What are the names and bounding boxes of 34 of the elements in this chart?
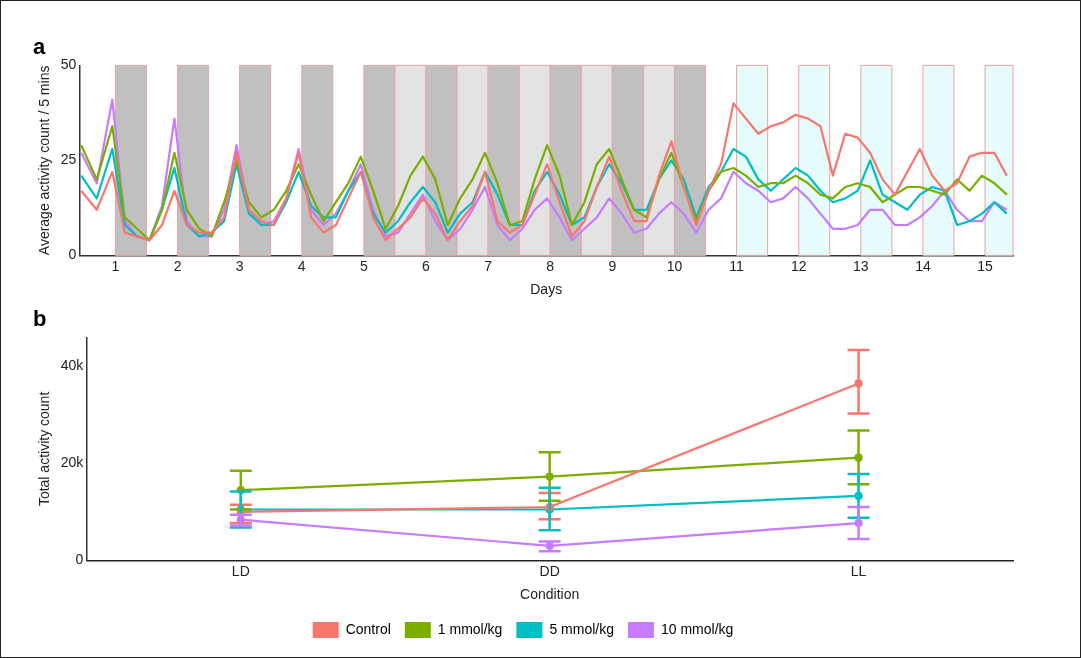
y-tick-label: 50 <box>60 56 77 73</box>
chart-title: b <box>33 306 47 332</box>
y-tick-label: 25 <box>60 151 77 168</box>
x-tick-label: 4 <box>297 257 306 274</box>
y-tick-label: 20k <box>60 454 85 471</box>
x-tick-label: DD <box>539 562 560 579</box>
legend-label: Control <box>345 620 391 637</box>
chart-title: a <box>33 34 46 60</box>
x-tick-label: 12 <box>790 257 807 274</box>
x-tick-label: 2 <box>173 257 182 274</box>
x-tick-label: 7 <box>484 257 493 274</box>
x-tick-label: LD <box>231 562 250 579</box>
x-tick-label: 14 <box>915 257 931 274</box>
legend-label: 5 mmol/kg <box>549 620 614 637</box>
x-tick-label: 8 <box>546 257 555 274</box>
x-tick-label: 1 <box>111 257 120 274</box>
y-axis-title: Total activity count <box>36 391 53 507</box>
x-tick-label: 11 <box>729 257 745 274</box>
y-tick-label: 40k <box>60 357 85 374</box>
x-tick-label: 15 <box>977 257 994 274</box>
y-axis-title: Average activity count / 5 mins <box>36 65 53 256</box>
y-tick-label: 0 <box>68 246 77 263</box>
x-tick-label: 13 <box>853 257 869 274</box>
x-tick-label: 5 <box>359 257 368 274</box>
legend-label: 1 mmol/kg <box>437 620 503 637</box>
x-tick-label: LL <box>850 562 867 579</box>
x-tick-label: 9 <box>608 257 617 274</box>
x-axis-title: Condition <box>520 586 580 603</box>
y-tick-label: 0 <box>75 551 84 568</box>
x-tick-label: 3 <box>235 257 244 274</box>
legend-label: 10 mmol/kg <box>660 620 734 637</box>
x-tick-label: 10 <box>666 257 683 274</box>
x-axis-title: Days <box>530 281 563 298</box>
x-tick-label: 6 <box>422 257 431 274</box>
